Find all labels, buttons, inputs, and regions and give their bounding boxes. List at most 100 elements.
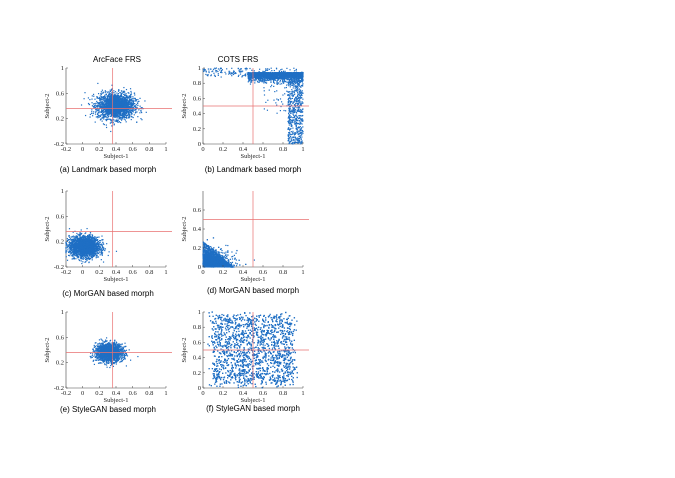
scatter-point	[122, 99, 124, 101]
scatter-point	[264, 77, 266, 79]
scatter-point	[111, 84, 113, 86]
scatter-point	[100, 94, 103, 96]
scatter-point	[207, 68, 209, 70]
scatter-point	[128, 111, 130, 113]
scatter-point	[116, 96, 118, 98]
scatter-point	[257, 73, 259, 75]
scatter-point	[297, 107, 299, 109]
scatter-point	[248, 72, 250, 74]
scatter-point	[284, 80, 287, 82]
scatter-point	[281, 72, 284, 74]
scatter-point	[102, 98, 105, 100]
scatter-point	[123, 108, 125, 110]
scatter-point	[101, 106, 104, 108]
scatter-point	[291, 142, 294, 144]
scatter-point	[295, 96, 297, 99]
scatter-point	[107, 112, 109, 114]
scatter-point	[298, 106, 300, 108]
scatter-point	[259, 73, 261, 76]
scatter-point	[299, 93, 301, 95]
scatter-point	[203, 70, 205, 72]
scatter-point	[297, 133, 299, 135]
scatter-point	[299, 139, 301, 142]
scatter-point	[276, 76, 278, 78]
scatter-point	[294, 84, 296, 86]
scatter-point	[101, 102, 103, 104]
scatter-point	[212, 68, 215, 70]
scatter-point	[104, 90, 106, 92]
scatter-point	[130, 90, 132, 93]
scatter-point	[215, 71, 217, 73]
scatter-point	[255, 72, 257, 74]
scatter-point	[125, 117, 128, 119]
scatter-point	[299, 107, 301, 109]
scatter-point	[296, 75, 298, 77]
scatter-point	[120, 95, 123, 97]
scatter-point	[248, 77, 250, 79]
scatter-point	[99, 111, 101, 113]
scatter-point	[262, 72, 265, 74]
scatter-point	[302, 72, 304, 74]
scatter-point	[299, 100, 301, 102]
scatter-point	[260, 77, 262, 79]
scatter-point	[87, 97, 90, 99]
scatter-point	[123, 93, 125, 96]
scatter-point	[288, 79, 290, 81]
scatter-point	[295, 100, 297, 102]
scatter-point	[107, 104, 110, 106]
scatter-point	[137, 98, 139, 101]
scatter-point	[292, 94, 295, 97]
scatter-point	[106, 104, 108, 107]
scatter-point	[234, 72, 237, 74]
scatter-point	[299, 120, 301, 122]
scatter-point	[296, 119, 298, 121]
scatter-point	[299, 102, 301, 104]
scatter-point	[113, 101, 115, 104]
scatter-point	[103, 97, 105, 99]
scatter-point	[294, 81, 296, 83]
scatter-point	[297, 95, 299, 97]
scatter-point	[261, 75, 263, 77]
scatter-point	[108, 118, 110, 120]
scatter-point	[84, 114, 87, 117]
scatter-point	[203, 68, 205, 70]
scatter-point	[289, 72, 292, 74]
scatter-point	[96, 104, 98, 107]
scatter-point	[216, 69, 218, 72]
scatter-point	[117, 104, 119, 106]
scatter-point	[128, 92, 130, 94]
scatter-point	[288, 116, 290, 118]
scatter-point	[122, 114, 124, 117]
scatter-point	[108, 110, 110, 113]
scatter-point	[113, 92, 115, 94]
scatter-point	[117, 97, 119, 99]
scatter-point	[247, 74, 250, 76]
scatter-point	[276, 74, 278, 76]
scatter-point	[117, 95, 120, 97]
y-tick-label: 0.4	[193, 111, 202, 118]
scatter-point	[114, 91, 117, 93]
plots-group: -0.2 0 0.2 0.4 0.6 0.8 1-0.20.20.61Subject-1Su…	[44, 65, 309, 414]
scatter-point	[281, 81, 284, 83]
scatter-point	[289, 83, 291, 86]
scatter-point	[111, 119, 113, 121]
scatter-point	[298, 90, 300, 92]
scatter-point	[295, 104, 297, 106]
scatter-point	[279, 77, 281, 80]
scatter-point	[105, 116, 107, 118]
scatter-point	[270, 80, 272, 82]
scatter-point	[99, 95, 101, 97]
scatter-point	[122, 112, 124, 114]
scatter-point	[300, 129, 302, 131]
scatter-point	[284, 74, 287, 76]
scatter-point	[293, 111, 296, 114]
scatter-point	[292, 80, 294, 82]
scatter-point	[297, 91, 299, 93]
scatter-point	[245, 69, 247, 71]
scatter-point	[141, 119, 143, 121]
scatter-point	[300, 129, 303, 131]
scatter-point	[124, 110, 126, 112]
scatter-point	[251, 76, 253, 79]
scatter-point	[295, 68, 298, 71]
scatter-point	[103, 118, 105, 120]
